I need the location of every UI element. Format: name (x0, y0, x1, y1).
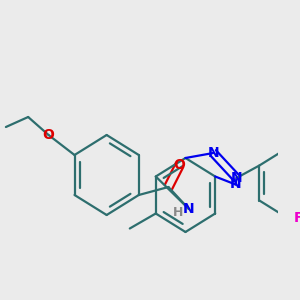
Text: O: O (174, 158, 185, 172)
Text: N: N (183, 202, 195, 216)
Text: F: F (294, 211, 300, 225)
Text: N: N (231, 171, 242, 185)
Text: N: N (208, 146, 219, 160)
Text: O: O (43, 128, 55, 142)
Text: N: N (230, 178, 242, 191)
Text: H: H (172, 206, 183, 218)
